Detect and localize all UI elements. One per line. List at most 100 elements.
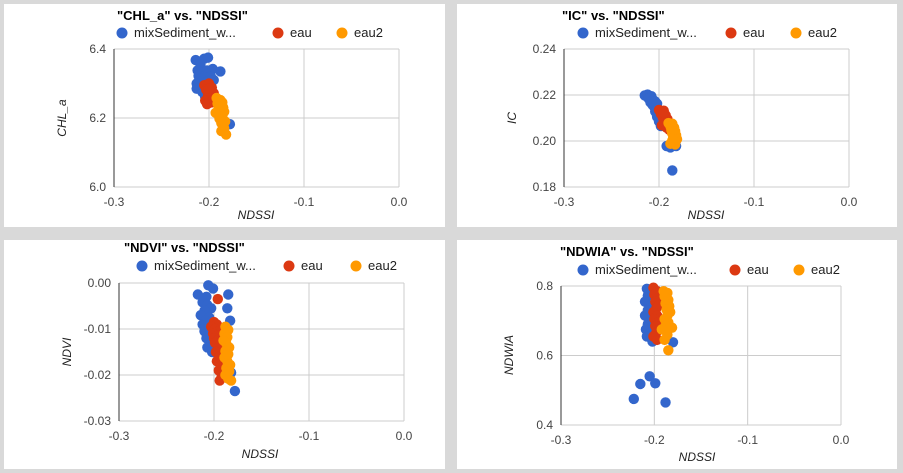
data-point-eau [212,293,223,305]
chart-ndwia: "NDWIA" vs. "NDSSI" mixSediment_w... eau ea… [502,244,850,464]
legend-label: eau2 [368,258,397,273]
legend-label: eau2 [354,25,383,40]
x-tick-label: -0.2 [199,195,220,209]
x-tick-label: -0.3 [109,429,130,443]
chart-ndvi: "NDVI" vs. "NDSSI" mixSediment_w... eau eau… [60,240,413,461]
chart-chl-a: "CHL_a" vs. "NDSSI" mixSediment_w... eau ea… [55,8,408,222]
data-point-mixSediment [215,66,226,77]
y-tick-label: 6.4 [89,42,106,56]
y-axis-title: NDVI [60,337,74,366]
x-tick-label: -0.1 [737,433,758,447]
chart-panel-ndwia: "NDWIA" vs. "NDSSI" mixSediment_w... eau ea… [457,240,897,469]
legend-marker [272,27,284,39]
x-tick-label: -0.1 [744,195,765,209]
legend-label: eau [301,258,323,273]
data-point-mixSediment [192,289,204,300]
chart-title: "NDVI" vs. "NDSSI" [124,240,245,255]
y-tick-label: 0.6 [536,349,553,363]
data-point-eau2 [663,345,674,356]
legend-label: mixSediment_w... [595,25,697,40]
data-point-mixSediment [650,378,661,389]
x-axis-title: NDSSI [679,450,716,464]
legend-label: mixSediment_w... [134,25,236,40]
legend-marker [136,260,148,272]
data-point-mixSediment [229,385,241,397]
x-axis-title: NDSSI [242,447,279,461]
legend-label: mixSediment_w... [154,258,256,273]
chart-ic: "IC" vs. "NDSSI" mixSediment_w... eau eau2 -… [505,8,858,222]
legend-marker [350,260,362,272]
y-tick-label: -0.01 [84,322,112,336]
data-point-eau2 [217,100,228,112]
data-point-eau2 [659,334,670,346]
legend-label: eau2 [811,262,840,277]
x-tick-label: 0.0 [841,195,858,209]
y-tick-label: 6.2 [89,111,106,125]
y-tick-label: 0.22 [533,88,557,102]
y-axis-title: IC [505,112,519,124]
x-tick-label: 0.0 [396,429,413,443]
y-tick-label: -0.02 [84,368,112,382]
x-tick-label: -0.3 [104,195,125,209]
data-point-eau2 [222,349,233,360]
data-point-eau2 [225,375,237,386]
data-point-eau [658,107,669,119]
data-point-eau2 [220,129,232,140]
x-tick-label: 0.0 [391,195,408,209]
data-point-eau [203,83,215,94]
x-tick-label: -0.2 [644,433,665,447]
x-tick-label: -0.2 [204,429,225,443]
data-point-eau [651,334,663,346]
legend-label: eau [290,25,312,40]
data-point-mixSediment [223,289,234,300]
x-axis-title: NDSSI [238,208,275,222]
y-tick-label: 0.00 [88,276,112,290]
y-tick-label: 0.18 [533,180,557,194]
data-point-mixSediment [207,283,219,294]
chart-panel-chl-a: "CHL_a" vs. "NDSSI" mixSediment_w... eau ea… [4,4,445,227]
x-axis-title: NDSSI [688,208,725,222]
data-point-eau2 [210,107,221,119]
data-point-mixSediment [635,378,646,390]
legend-marker [577,264,589,276]
legend-label: mixSediment_w... [595,262,697,277]
data-point-mixSediment [660,397,671,408]
data-point-mixSediment [667,337,679,348]
x-tick-label: 0.0 [833,433,850,447]
chart-panel-ic: "IC" vs. "NDSSI" mixSediment_w... eau eau2 -… [457,4,897,227]
y-tick-label: -0.03 [84,414,112,428]
y-tick-label: 0.24 [533,42,557,56]
y-tick-label: 0.20 [533,134,557,148]
x-tick-label: -0.1 [294,195,315,209]
legend-marker [729,264,741,276]
legend-marker [283,260,295,272]
chart-title: "IC" vs. "NDSSI" [562,8,665,23]
chart-title: "CHL_a" vs. "NDSSI" [117,8,248,23]
y-tick-label: 0.8 [536,279,553,293]
data-point-mixSediment [667,165,678,176]
legend-marker [725,27,737,39]
data-point-mixSediment [644,371,655,382]
x-tick-label: -0.1 [299,429,320,443]
data-point-mixSediment [202,52,214,63]
chart-panel-ndvi: "NDVI" vs. "NDSSI" mixSediment_w... eau eau… [4,240,445,469]
chart-title: "NDWIA" vs. "NDSSI" [560,244,694,259]
legend-marker [336,27,348,39]
x-tick-label: -0.3 [551,433,572,447]
legend-marker [116,27,128,39]
x-tick-label: -0.3 [554,195,575,209]
legend-label: eau [743,25,765,40]
legend-marker [577,27,589,39]
y-axis-title: NDWIA [502,335,516,375]
data-point-mixSediment [222,303,233,314]
legend-marker [790,27,802,39]
legend-label: eau [747,262,769,277]
data-point-mixSediment [628,393,639,405]
legend-marker [793,264,805,276]
y-axis-title: CHL_a [55,99,69,137]
legend-label: eau2 [808,25,837,40]
x-tick-label: -0.2 [649,195,670,209]
data-point-eau2 [667,135,678,146]
y-tick-label: 0.4 [536,418,553,432]
y-tick-label: 6.0 [89,180,106,194]
